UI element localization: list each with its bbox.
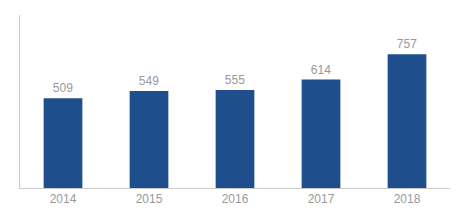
svg-text:549: 549: [139, 74, 159, 88]
svg-text:2018: 2018: [394, 192, 421, 206]
svg-text:757: 757: [397, 37, 417, 51]
svg-text:2017: 2017: [308, 192, 335, 206]
svg-text:509: 509: [53, 81, 73, 95]
svg-text:2015: 2015: [136, 192, 163, 206]
svg-text:2016: 2016: [222, 192, 249, 206]
svg-text:555: 555: [225, 73, 245, 87]
svg-text:2014: 2014: [50, 192, 77, 206]
svg-text:614: 614: [311, 63, 331, 77]
